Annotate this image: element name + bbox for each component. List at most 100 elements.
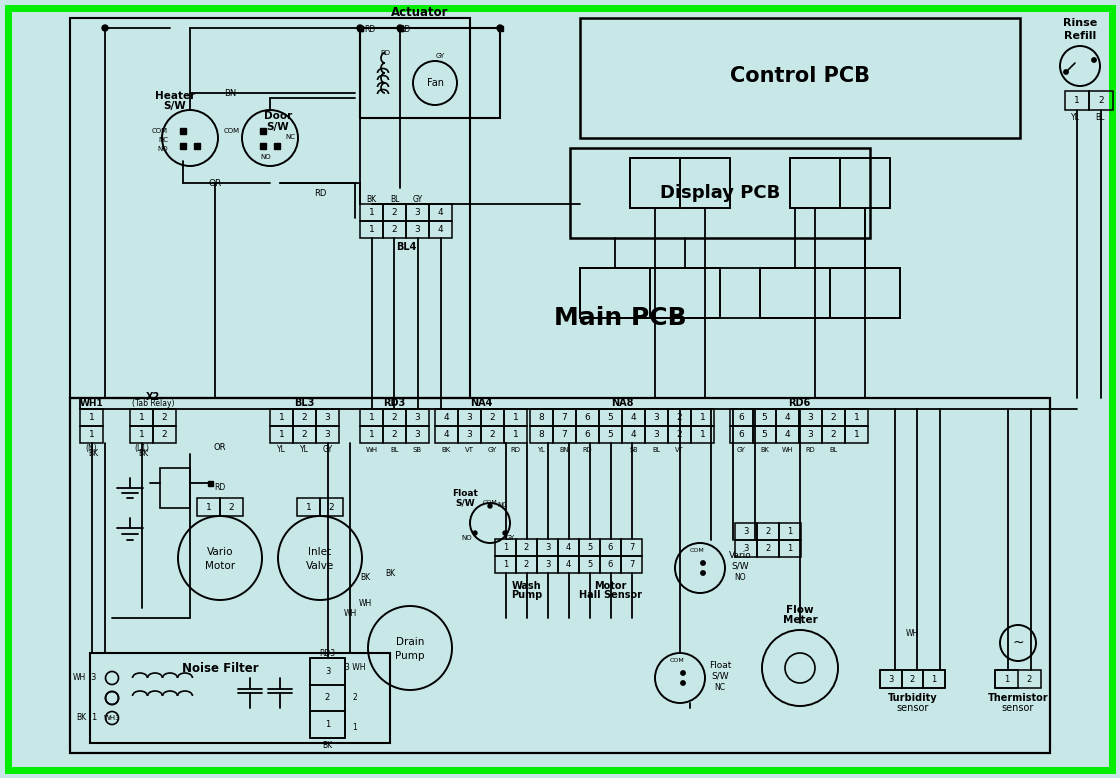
- Text: VT: VT: [465, 447, 474, 453]
- Bar: [780, 523, 801, 540]
- Bar: [576, 426, 599, 443]
- Text: 2: 2: [353, 693, 357, 703]
- Text: RD6: RD6: [787, 398, 810, 408]
- Text: 6: 6: [608, 560, 613, 569]
- Text: 4: 4: [631, 413, 636, 422]
- Circle shape: [1092, 58, 1096, 62]
- Bar: [383, 426, 405, 443]
- Bar: [735, 540, 757, 557]
- Text: 5: 5: [587, 543, 592, 552]
- Text: Wash: Wash: [512, 581, 541, 591]
- Bar: [776, 409, 799, 426]
- Bar: [576, 409, 599, 426]
- Bar: [180, 143, 186, 149]
- Bar: [822, 426, 844, 443]
- Bar: [691, 409, 715, 426]
- Text: 2: 2: [765, 527, 771, 536]
- Bar: [270, 409, 293, 426]
- Text: 2: 2: [524, 543, 529, 552]
- Text: Float: Float: [709, 661, 731, 671]
- Text: 1: 1: [139, 413, 144, 422]
- Bar: [580, 268, 650, 318]
- Text: 1: 1: [1004, 675, 1009, 684]
- Text: 2: 2: [1027, 675, 1033, 684]
- Bar: [360, 409, 383, 426]
- Text: RD3: RD3: [383, 398, 405, 408]
- Text: OR: OR: [208, 178, 222, 187]
- Text: WH: WH: [344, 608, 356, 618]
- Text: 2: 2: [328, 503, 334, 511]
- Bar: [357, 26, 363, 30]
- Bar: [495, 539, 516, 556]
- Text: GY: GY: [412, 194, 422, 204]
- Text: NA8: NA8: [610, 398, 633, 408]
- Text: 1: 1: [368, 225, 374, 234]
- Text: NO: NO: [158, 146, 168, 152]
- Bar: [629, 158, 730, 208]
- Bar: [310, 711, 345, 738]
- Text: COM: COM: [670, 658, 684, 664]
- Text: WH: WH: [906, 629, 920, 637]
- Text: YL: YL: [538, 447, 545, 453]
- Text: RD: RD: [214, 483, 225, 492]
- Text: BL: BL: [1095, 114, 1104, 122]
- Text: GY: GY: [323, 446, 333, 454]
- Text: Motor: Motor: [205, 561, 235, 571]
- Text: 3: 3: [544, 560, 550, 569]
- Text: Turbidity: Turbidity: [888, 693, 937, 703]
- Text: BK: BK: [385, 569, 395, 577]
- Text: 4: 4: [785, 413, 791, 422]
- Circle shape: [497, 25, 503, 31]
- Text: 1: 1: [88, 413, 94, 422]
- Bar: [310, 685, 345, 711]
- Bar: [360, 28, 500, 118]
- Text: Door: Door: [264, 111, 292, 121]
- Bar: [753, 426, 776, 443]
- Text: 2: 2: [392, 413, 398, 422]
- Text: 1: 1: [700, 430, 706, 439]
- Text: (L1): (L1): [134, 443, 149, 453]
- Text: NC: NC: [715, 682, 726, 692]
- Bar: [458, 426, 480, 443]
- Text: BK: BK: [139, 450, 149, 458]
- Bar: [730, 426, 753, 443]
- Bar: [553, 409, 576, 426]
- Bar: [69, 398, 1051, 753]
- Bar: [799, 426, 822, 443]
- Bar: [316, 426, 339, 443]
- Text: Motor: Motor: [595, 581, 627, 591]
- Bar: [622, 409, 645, 426]
- Bar: [599, 409, 622, 426]
- Text: Display PCB: Display PCB: [660, 184, 781, 202]
- Text: BK: BK: [76, 713, 86, 723]
- Bar: [360, 204, 383, 221]
- Text: NO: NO: [261, 154, 271, 160]
- Text: 2: 2: [161, 430, 167, 439]
- Bar: [293, 409, 316, 426]
- Text: 3: 3: [888, 675, 894, 684]
- Bar: [504, 426, 528, 443]
- Text: 7: 7: [628, 543, 634, 552]
- Bar: [1089, 91, 1113, 110]
- Text: RD: RD: [400, 26, 411, 34]
- Text: 5: 5: [587, 560, 592, 569]
- Bar: [580, 18, 1020, 138]
- Bar: [429, 221, 452, 238]
- Bar: [780, 540, 801, 557]
- Text: 3: 3: [654, 413, 660, 422]
- Text: OR: OR: [214, 443, 226, 453]
- Bar: [790, 158, 890, 208]
- Bar: [923, 670, 945, 688]
- Text: 3: 3: [414, 430, 420, 439]
- Text: BN: BN: [224, 89, 236, 97]
- Text: 2: 2: [392, 208, 398, 217]
- Text: NO: NO: [735, 573, 746, 581]
- Text: WH: WH: [73, 674, 86, 682]
- Bar: [405, 221, 429, 238]
- Text: RD3: RD3: [319, 649, 336, 657]
- Bar: [153, 409, 176, 426]
- Text: 2: 2: [301, 413, 307, 422]
- Text: 3: 3: [467, 413, 473, 422]
- Bar: [316, 409, 339, 426]
- Text: Hall Sensor: Hall Sensor: [579, 590, 642, 600]
